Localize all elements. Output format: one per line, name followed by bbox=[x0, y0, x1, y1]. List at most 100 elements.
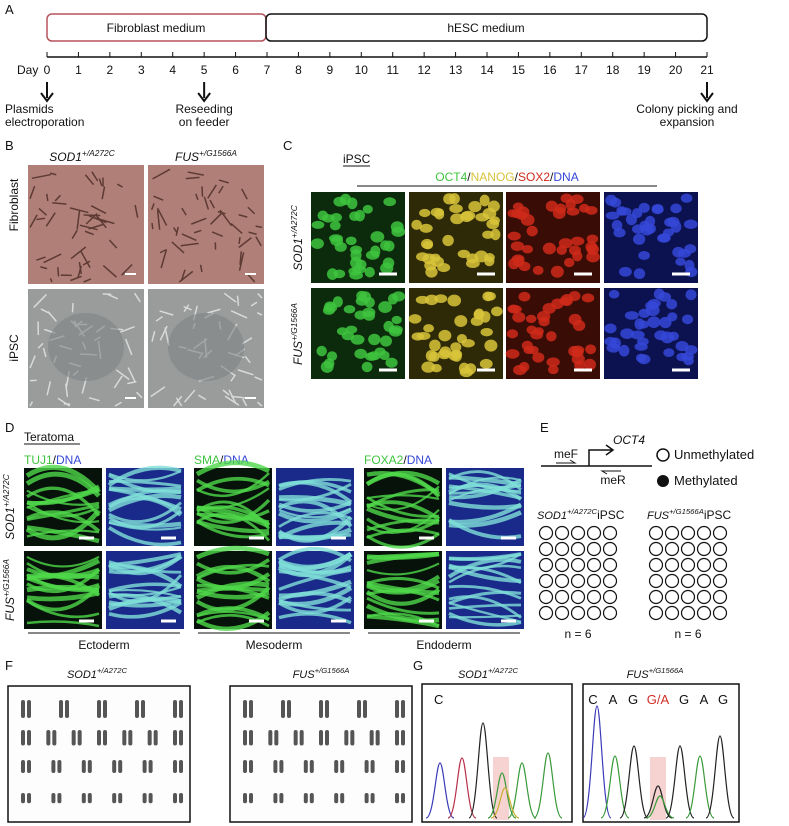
nucleus bbox=[484, 339, 498, 352]
chromosome bbox=[299, 730, 304, 746]
chromosome bbox=[71, 730, 76, 746]
panel-title: iPSC bbox=[343, 152, 371, 166]
tissue bbox=[448, 502, 523, 525]
nucleus bbox=[618, 344, 630, 357]
cell bbox=[36, 256, 46, 261]
cell bbox=[108, 239, 118, 249]
cpg-site bbox=[570, 557, 586, 573]
cell bbox=[190, 217, 207, 225]
chromosome bbox=[27, 760, 31, 773]
cpg-site bbox=[554, 573, 570, 589]
chromosome bbox=[52, 730, 57, 746]
chromosome bbox=[364, 793, 369, 804]
cpg-site bbox=[648, 605, 664, 621]
nucleus bbox=[633, 233, 646, 245]
cell bbox=[230, 374, 236, 382]
separator: / bbox=[220, 453, 224, 467]
chromosome bbox=[77, 730, 82, 746]
allele: +/G1566A bbox=[289, 303, 299, 341]
genotype-label: SOD1+/A272CiPSC bbox=[537, 507, 625, 522]
nucleus bbox=[370, 231, 385, 243]
cell bbox=[230, 223, 243, 234]
cpg-site bbox=[538, 589, 554, 605]
cpg-site bbox=[696, 525, 712, 541]
chromosome bbox=[309, 760, 314, 773]
cell bbox=[255, 236, 262, 247]
axis-label: Day bbox=[17, 63, 38, 77]
cell bbox=[156, 209, 161, 230]
nucleus bbox=[348, 267, 362, 276]
nucleus bbox=[454, 315, 468, 328]
gene-name: SOD1 bbox=[67, 669, 97, 681]
nucleus bbox=[423, 324, 435, 333]
chromosome bbox=[173, 700, 177, 718]
panel-label: C bbox=[283, 138, 292, 153]
tissue bbox=[26, 555, 100, 568]
nucleus bbox=[644, 223, 656, 234]
allele: +/G1566A bbox=[199, 148, 237, 158]
nucleus bbox=[439, 346, 452, 358]
nucleus bbox=[651, 203, 664, 213]
nucleus bbox=[680, 193, 693, 203]
cpg-site bbox=[586, 605, 602, 621]
gene-name: FUS bbox=[647, 510, 670, 522]
cell bbox=[57, 267, 60, 277]
nucleus bbox=[385, 357, 398, 368]
sample-size: n = 6 bbox=[564, 627, 591, 641]
cpg-site bbox=[696, 557, 712, 573]
stain-name: DNA bbox=[56, 453, 81, 467]
nucleus bbox=[415, 252, 429, 262]
cpg-site bbox=[602, 541, 618, 557]
tissue bbox=[196, 545, 270, 560]
base-call: A bbox=[700, 692, 709, 707]
nucleus bbox=[518, 261, 531, 272]
nucleus bbox=[429, 339, 441, 352]
cpg-site bbox=[664, 589, 680, 605]
nucleus bbox=[568, 313, 582, 326]
tissue bbox=[108, 519, 182, 528]
highlight bbox=[650, 757, 666, 820]
micrograph bbox=[28, 165, 144, 284]
trace-peak bbox=[425, 762, 455, 819]
nucleus bbox=[638, 320, 649, 329]
chromosome bbox=[249, 793, 253, 804]
germ-layer-label: Ectoderm bbox=[78, 638, 129, 652]
panel-label: B bbox=[5, 138, 14, 153]
tissue bbox=[278, 499, 353, 528]
cell bbox=[107, 293, 119, 300]
cell bbox=[83, 278, 92, 283]
tissue bbox=[448, 565, 522, 585]
nucleus bbox=[526, 225, 538, 237]
cpg-site bbox=[680, 541, 696, 557]
nucleus bbox=[425, 266, 438, 278]
cpg-site bbox=[680, 573, 696, 589]
nucleus bbox=[546, 331, 557, 342]
nucleus bbox=[343, 305, 356, 314]
tissue bbox=[108, 596, 182, 611]
nucleus bbox=[609, 197, 622, 208]
nucleus bbox=[555, 203, 567, 214]
cpg-site bbox=[648, 557, 664, 573]
nucleus bbox=[349, 211, 361, 222]
nucleus bbox=[525, 314, 537, 324]
nucleus bbox=[332, 296, 343, 308]
nucleus bbox=[316, 345, 327, 357]
gene-name: FUS bbox=[627, 669, 650, 681]
cpg-site bbox=[602, 589, 618, 605]
panel-label: A bbox=[5, 2, 14, 17]
tissue bbox=[366, 551, 440, 565]
gene-name: SOD1 bbox=[537, 510, 567, 522]
nucleus bbox=[480, 327, 493, 337]
cpg-site bbox=[712, 605, 728, 621]
cell bbox=[203, 196, 210, 210]
chromosome bbox=[281, 700, 285, 718]
tissue bbox=[448, 476, 522, 496]
nucleus bbox=[586, 251, 600, 263]
allele: +/A272C bbox=[1, 473, 11, 507]
cell bbox=[80, 250, 91, 268]
nucleus bbox=[522, 245, 534, 254]
cell bbox=[254, 376, 263, 381]
nucleus bbox=[408, 314, 422, 324]
nucleus bbox=[457, 249, 471, 259]
